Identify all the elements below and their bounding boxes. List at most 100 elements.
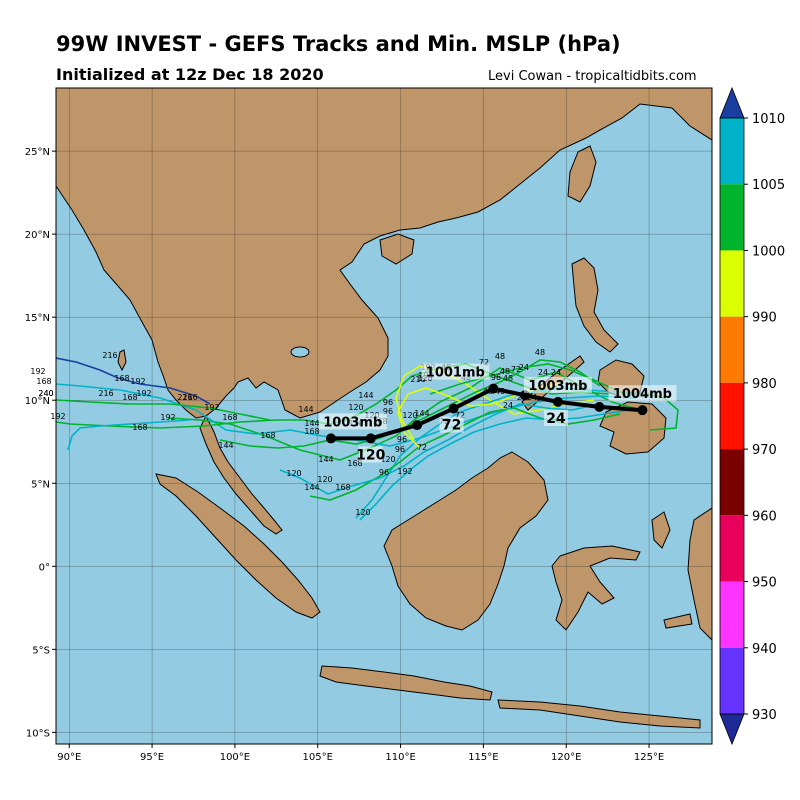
lon-tick-label: 100°E bbox=[220, 752, 250, 763]
member-hour-label: 96 bbox=[379, 468, 389, 477]
lon-tick-label: 110°E bbox=[385, 752, 415, 763]
member-hour-label: 72 bbox=[511, 365, 521, 374]
member-hour-label: 48 bbox=[500, 367, 510, 376]
mean-track-point bbox=[637, 405, 648, 416]
colorbar-segment bbox=[720, 647, 744, 714]
member-track bbox=[56, 363, 611, 429]
land-lesser-sunda bbox=[497, 699, 701, 729]
colorbar-segment bbox=[720, 515, 744, 582]
member-hour-label: 192 bbox=[204, 403, 219, 412]
pressure-label-bg bbox=[523, 376, 592, 393]
land-andaman bbox=[117, 349, 127, 372]
member-hour-label: 96 bbox=[395, 445, 405, 454]
colorbar-tick-label: 1010 bbox=[752, 112, 785, 127]
member-hour-label: 216 bbox=[182, 393, 197, 402]
member-hour-label: 72 bbox=[455, 411, 465, 420]
lon-tick-label: 125°E bbox=[634, 752, 664, 763]
member-hour-label: 24 bbox=[503, 401, 513, 410]
member-hour-label: 192 bbox=[160, 413, 175, 422]
colorbar-segment bbox=[720, 250, 744, 317]
credit-text: Levi Cowan - tropicaltidbits.com bbox=[488, 69, 697, 84]
member-hour-label: 144 bbox=[318, 455, 333, 464]
member-hour-label: 96 bbox=[397, 435, 407, 444]
land-java bbox=[319, 665, 493, 701]
member-hour-label: 240 bbox=[38, 389, 53, 398]
hour-label-bg bbox=[543, 409, 568, 426]
member-hour-label: 120 bbox=[317, 475, 332, 484]
land-layer bbox=[56, 88, 712, 729]
member-hour-label: 192 bbox=[397, 467, 412, 476]
member-hour-label: 24 bbox=[538, 368, 548, 377]
member-hour-label: 144 bbox=[304, 483, 319, 492]
land-borneo bbox=[383, 451, 549, 631]
member-hour-label: 192 bbox=[30, 367, 45, 376]
colorbar-tick-label: 930 bbox=[752, 708, 777, 723]
lon-tick-label: 90°E bbox=[57, 752, 81, 763]
hour-label-bg bbox=[358, 446, 383, 463]
mean-track-point bbox=[552, 396, 563, 407]
colorbar-segment bbox=[720, 581, 744, 648]
mean-track-point bbox=[448, 403, 459, 414]
member-track bbox=[219, 359, 601, 449]
land-new-guinea bbox=[687, 507, 712, 641]
member-hour-label: 144 bbox=[358, 391, 373, 400]
member-hour-label: 96 bbox=[491, 373, 501, 382]
colorbar-tick-label: 1000 bbox=[752, 244, 785, 259]
colorbar-arrow-top bbox=[719, 86, 745, 119]
colorbar-tick-label: 980 bbox=[752, 377, 777, 392]
member-hour-label: 192 bbox=[50, 412, 65, 421]
lat-tick-label: 5°S bbox=[32, 645, 50, 656]
member-hour-label: 48 bbox=[495, 352, 505, 361]
hour-label: 72 bbox=[442, 418, 461, 434]
member-hour-label: 120 bbox=[286, 469, 301, 478]
pressure-label: 1003mb bbox=[528, 379, 587, 394]
colorbar-segment bbox=[720, 316, 744, 383]
colorbar-tick-label: 940 bbox=[752, 642, 777, 657]
member-track bbox=[67, 419, 191, 451]
land-sumatra bbox=[155, 473, 321, 619]
member-hour-label: 144 bbox=[218, 441, 233, 450]
lat-tick-label: 10°S bbox=[26, 728, 50, 739]
land-luzon bbox=[571, 257, 619, 353]
lat-tick-label: 15°N bbox=[25, 313, 50, 324]
pressure-label-bg bbox=[421, 363, 490, 380]
member-hour-label: 216 bbox=[102, 351, 117, 360]
member-hour-label: 96 bbox=[383, 398, 393, 407]
pressure-colorbar: 1010 1005 1000 990 980 970 960 950 940 930 bbox=[719, 86, 785, 746]
mean-track-point bbox=[365, 433, 376, 444]
member-hour-label: 120 bbox=[402, 411, 417, 420]
member-track bbox=[429, 363, 679, 431]
land-malay-peninsula bbox=[199, 414, 283, 535]
colorbar-tick-label: 990 bbox=[752, 311, 777, 326]
lat-tick-label: 0° bbox=[39, 562, 50, 573]
hour-label: 120 bbox=[356, 447, 385, 463]
mean-track-point bbox=[325, 433, 336, 444]
colorbar-segment bbox=[720, 118, 744, 185]
lon-tick-label: 115°E bbox=[468, 752, 498, 763]
member-hour-label: 168 bbox=[222, 413, 237, 422]
member-hour-label: 144 bbox=[304, 419, 319, 428]
member-hour-label: 168 bbox=[335, 483, 350, 492]
member-hour-label: 168 bbox=[122, 393, 137, 402]
member-hour-label: 216 bbox=[98, 389, 113, 398]
member-hour-label: 24 bbox=[551, 368, 561, 377]
mean-track-point bbox=[594, 401, 605, 412]
mean-track-point bbox=[412, 420, 423, 431]
pressure-label-bg bbox=[318, 413, 387, 430]
member-hour-label: 120 bbox=[380, 455, 395, 464]
land-sulawesi bbox=[551, 545, 641, 631]
colorbar-segment bbox=[720, 184, 744, 251]
member-hour-label: 96 bbox=[383, 407, 393, 416]
land-maluku bbox=[651, 511, 693, 629]
lon-tick-label: 105°E bbox=[303, 752, 333, 763]
member-hour-label: 120 bbox=[348, 403, 363, 412]
colorbar-arrow-bottom bbox=[719, 713, 745, 746]
member-hour-label: 24 bbox=[519, 363, 529, 372]
colorbar-tick-label: 950 bbox=[752, 576, 777, 591]
member-hour-label: 192 bbox=[136, 389, 151, 398]
hour-label: 24 bbox=[546, 411, 566, 427]
pressure-label: 1004mb bbox=[613, 387, 672, 402]
colorbar-frame bbox=[719, 117, 745, 715]
mean-track-point bbox=[488, 383, 499, 394]
